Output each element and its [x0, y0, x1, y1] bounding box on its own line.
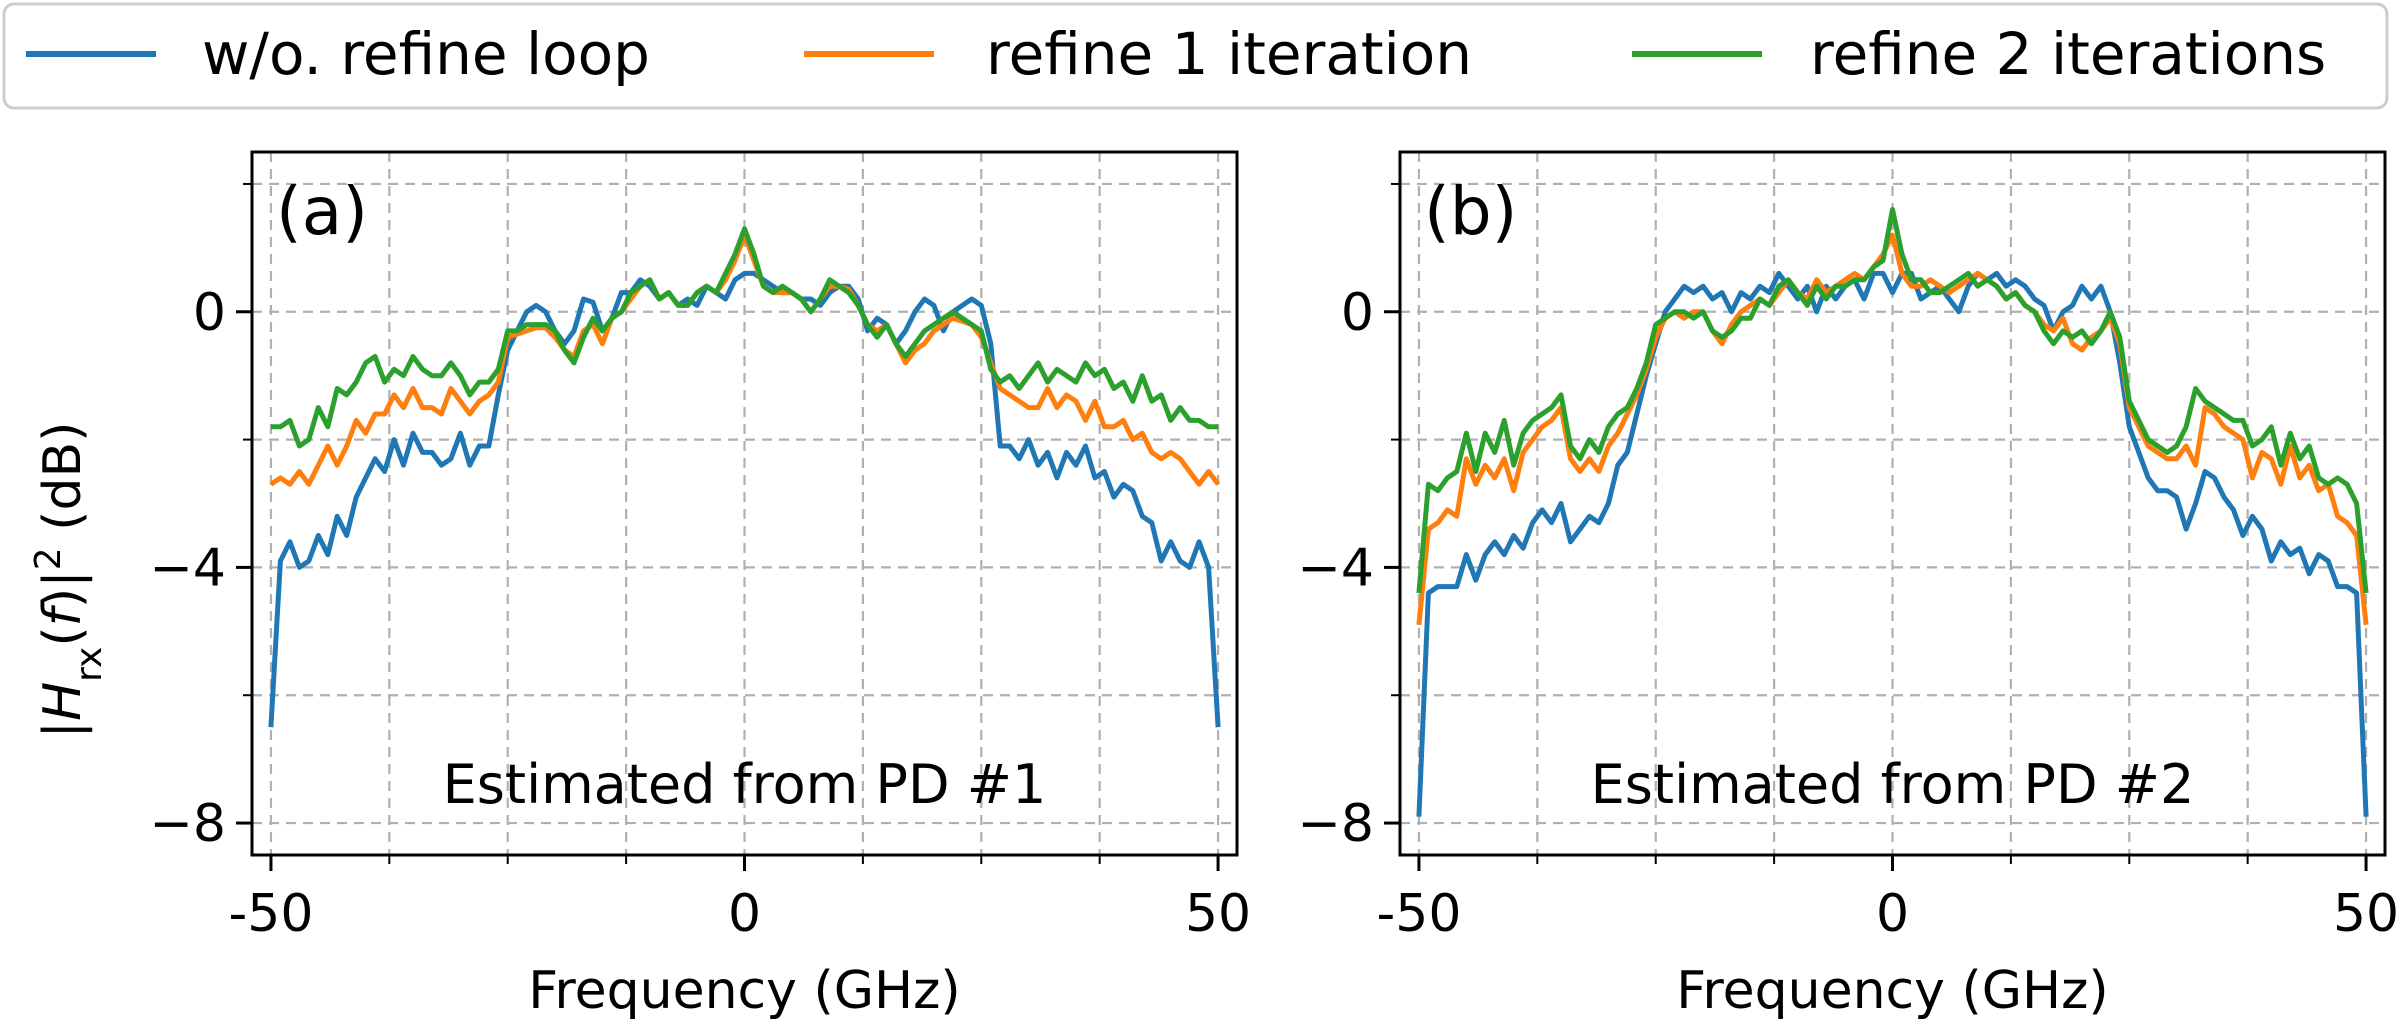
p0-y-tick-label: −8 [149, 794, 226, 854]
p1-y-tick-label: −4 [1297, 538, 1374, 598]
p0-series-line-w-o-refine-loop [268, 270, 1221, 728]
panel-b: -50 0 50 0 −4 −8 Frequency (GHz) (b) Estimated f… [1297, 150, 2399, 1020]
p1-x-tick-label: 50 [2333, 884, 2399, 944]
legend-label-1: refine 1 iteration [986, 20, 1472, 88]
p1-x-tick-label: -50 [1376, 884, 1461, 944]
p0-x-tick-label: -50 [228, 884, 313, 944]
p1-x-axis-label: Frequency (GHz) [1676, 961, 2108, 1020]
legend-label-2: refine 2 iterations [1810, 20, 2326, 88]
p1-series-line-refine-1-iteration [1416, 232, 2369, 626]
p0-x-axis-label: Frequency (GHz) [528, 961, 960, 1020]
p0-annotation: Estimated from PD #1 [443, 753, 1047, 816]
y-axis-label: |Hrx(f)|2 (dB) [28, 422, 110, 739]
p0-y-tick-label: 0 [193, 283, 226, 343]
p0-series-line-refine-2-iterations [270, 226, 1219, 449]
legend: w/o. refine loop refine 1 iteration refi… [2, 2, 2389, 110]
p1-series-line-refine-2-iterations [1416, 207, 2369, 594]
p0-panel-label: (a) [276, 173, 368, 250]
panel-a: -50 0 50 0 −4 −8 Frequency (GHz) (a) Estimated f… [149, 150, 1251, 1020]
legend-frame [2, 2, 2389, 110]
p1-panel-label: (b) [1424, 173, 1517, 250]
p0-y-tick-label: −4 [149, 538, 226, 598]
p1-series-line-w-o-refine-loop [1416, 270, 2369, 817]
p1-x-tick-label: 0 [1876, 884, 1909, 944]
p1-y-tick-label: −8 [1297, 794, 1374, 854]
p0-x-tick-label: 0 [728, 884, 761, 944]
legend-label-0: w/o. refine loop [202, 20, 650, 88]
p1-annotation: Estimated from PD #2 [1591, 753, 2195, 816]
p0-x-tick-label: 50 [1185, 884, 1251, 944]
p1-y-tick-label: 0 [1341, 283, 1374, 343]
